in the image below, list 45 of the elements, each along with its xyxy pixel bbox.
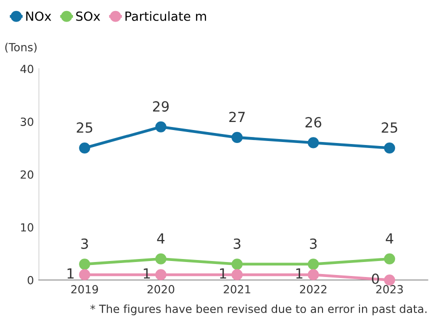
data-label: 1 [220,268,226,279]
point [384,142,396,154]
x-tick-label: 2022 [300,285,326,294]
data-label: 0 [372,274,379,284]
x-tick-label: 2023 [376,285,403,294]
point [308,269,319,280]
y-tick-label: 40 [20,64,34,74]
legend-label: SOx [76,11,100,21]
data-label: 1 [144,268,150,279]
data-label: 1 [68,268,74,279]
data-label: 26 [306,117,322,128]
legend-label: NOx [26,11,52,21]
data-label: 4 [157,233,164,244]
point [384,253,396,264]
x-tick-label: 2019 [71,285,98,294]
point [155,253,166,264]
data-label: 3 [81,238,88,249]
point [384,274,396,286]
point [232,269,243,280]
point [232,132,243,143]
point [79,269,90,280]
data-label: 29 [153,101,169,112]
point [79,142,90,154]
y-tick-label: 10 [21,223,34,232]
data-label: 27 [229,112,245,122]
data-label: 4 [386,233,394,244]
point [155,269,166,280]
point [308,137,319,148]
point [155,121,166,132]
point [232,258,243,270]
text: * The figures have been revised due to an error in past data. [90,304,426,316]
data-label: 3 [234,238,240,249]
legend-label: Particulate m [125,11,206,21]
data-label: 1 [296,268,302,279]
x-tick-label: 2021 [224,285,250,294]
data-label: 3 [310,238,317,249]
y-axis-title: (Tons) [5,42,37,53]
y-tick-label: 20 [20,170,34,179]
point [79,258,90,270]
point [308,258,319,270]
data-label: 25 [76,122,92,133]
y-tick-label: 0 [28,276,34,284]
x-tick-label: 2020 [148,285,174,294]
y-tick-label: 30 [20,118,34,126]
data-label: 25 [382,122,398,133]
